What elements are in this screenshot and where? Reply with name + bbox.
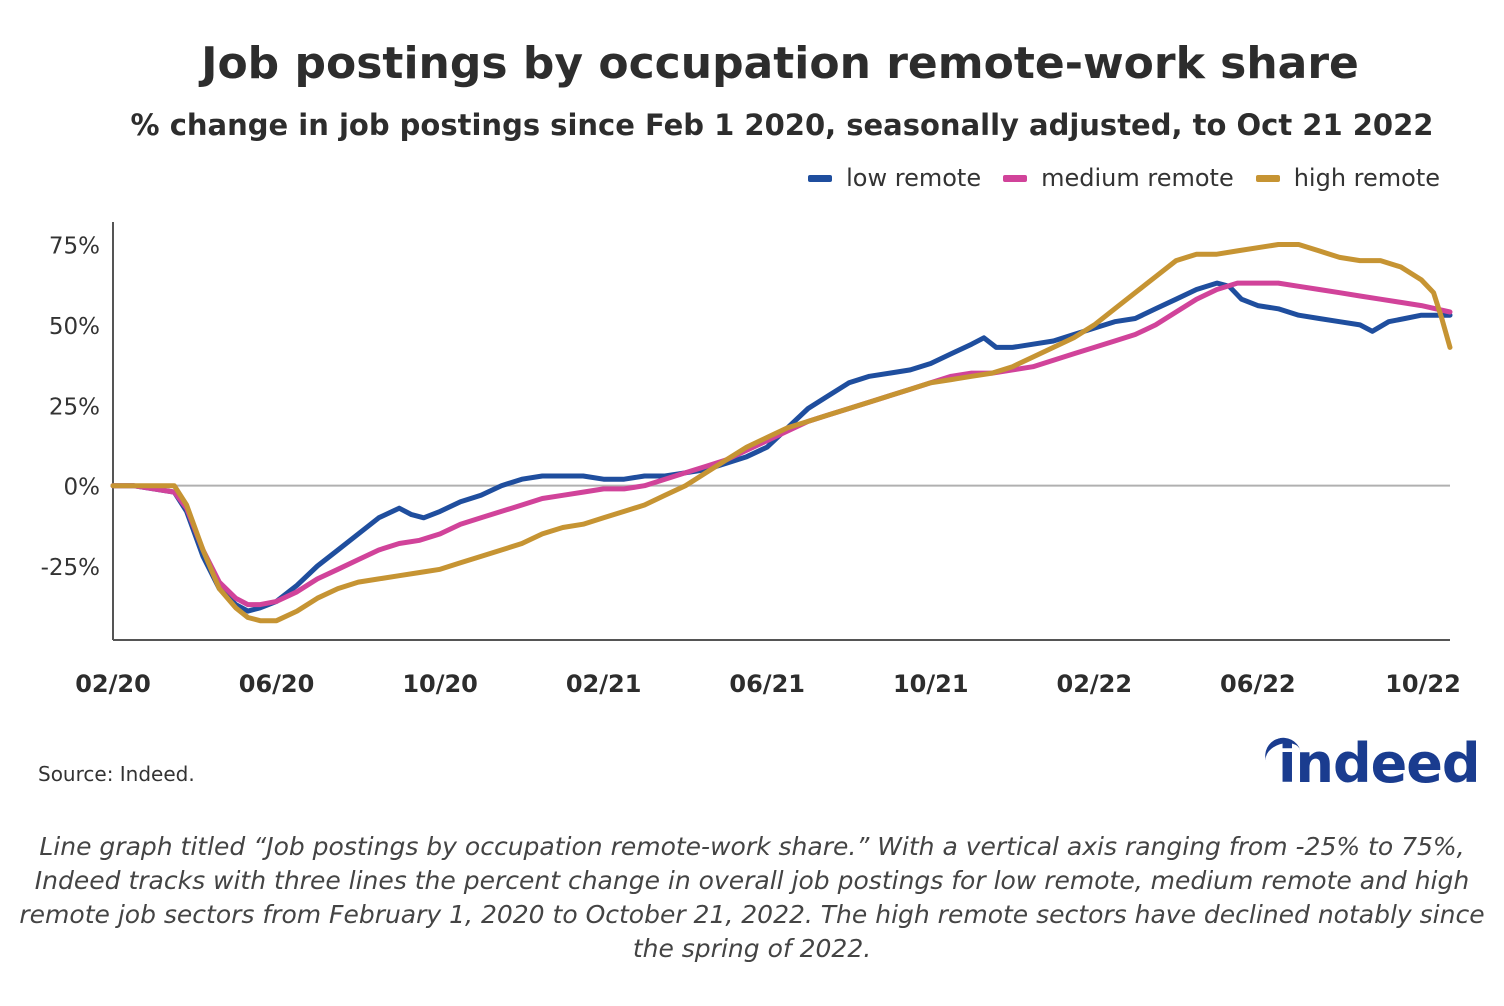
y-tick-label: -25% — [41, 555, 100, 581]
y-axis-labels: 75% 50% 25% 0% -25% — [41, 234, 100, 582]
x-axis-labels: 02/20 06/20 10/20 02/21 06/21 10/21 02/22 06/22… — [75, 670, 1461, 698]
line-chart: 75% 50% 25% 0% -25% 02/20 06/20 10/20 02/21 06/2… — [41, 222, 1461, 698]
legend-item-medium-remote: medium remote — [1003, 164, 1234, 192]
legend-label-medium-remote: medium remote — [1041, 164, 1234, 192]
x-tick-label: 10/21 — [893, 670, 969, 698]
x-tick-label: 10/20 — [402, 670, 478, 698]
source-note: Source: Indeed. — [38, 762, 195, 786]
x-tick-label: 02/22 — [1057, 670, 1133, 698]
chart-subtitle: % change in job postings since Feb 1 202… — [130, 108, 1434, 142]
series-line-medium-remote — [110, 280, 1453, 608]
x-tick-label: 06/21 — [729, 670, 805, 698]
legend-swatch-medium-remote — [1003, 174, 1028, 182]
x-tick-label: 02/21 — [566, 670, 642, 698]
legend-swatch-low-remote — [808, 174, 833, 182]
y-tick-label: 75% — [49, 234, 100, 260]
series-lines — [110, 242, 1453, 624]
legend-label-high-remote: high remote — [1293, 164, 1440, 192]
legend-item-high-remote: high remote — [1255, 164, 1440, 192]
legend-label-low-remote: low remote — [846, 164, 982, 192]
image-caption: Line graph titled “Job postings by occup… — [19, 832, 1485, 963]
y-tick-label: 25% — [49, 394, 100, 420]
chart-legend: low remote medium remote high remote — [786, 163, 1440, 193]
y-tick-label: 50% — [49, 314, 100, 340]
logo-text: indeed — [1278, 732, 1481, 795]
indeed-logo: indeed — [1250, 730, 1481, 800]
x-tick-label: 10/22 — [1385, 670, 1461, 698]
chart-title: Job postings by occupation remote-work s… — [201, 38, 1359, 89]
legend-swatch-high-remote — [1255, 174, 1280, 182]
legend-item-low-remote: low remote — [808, 164, 981, 192]
x-tick-label: 02/20 — [75, 670, 151, 698]
series-line-low-remote — [110, 280, 1453, 614]
series-line-high-remote — [110, 242, 1453, 624]
x-tick-label: 06/20 — [239, 670, 315, 698]
y-tick-label: 0% — [64, 475, 101, 501]
x-tick-label: 06/22 — [1220, 670, 1296, 698]
